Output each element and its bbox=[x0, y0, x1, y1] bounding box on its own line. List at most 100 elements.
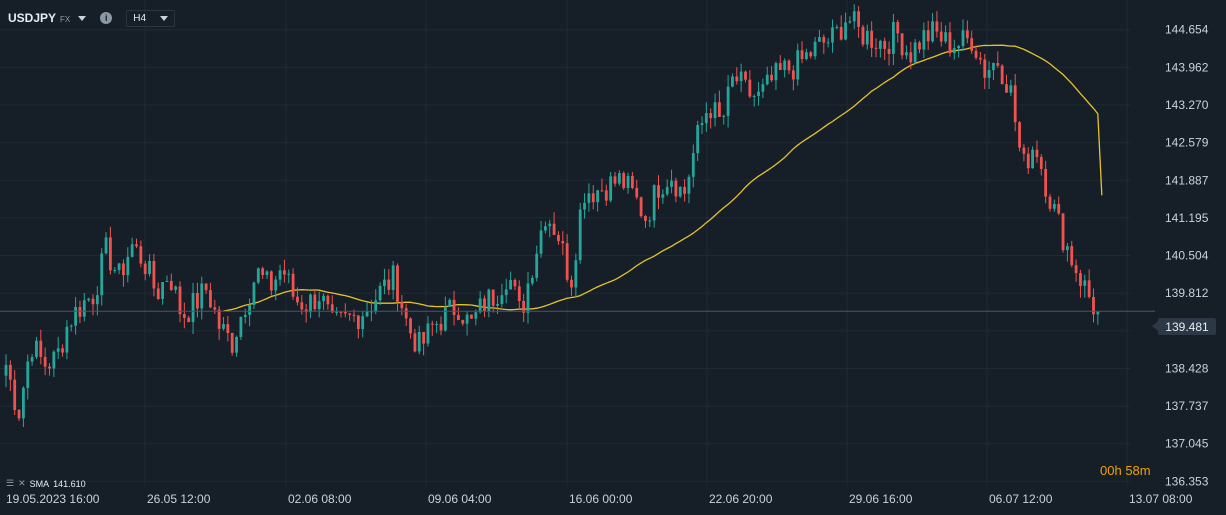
candle-body bbox=[30, 357, 34, 362]
candle-body bbox=[470, 314, 473, 319]
x-tick-label: 13.07 08:00 bbox=[1129, 492, 1193, 506]
candle-body bbox=[100, 253, 104, 296]
candle-body bbox=[535, 253, 539, 278]
candle-body bbox=[378, 285, 382, 301]
candle-body bbox=[813, 41, 817, 57]
symbol-selector[interactable]: USDJPY FX bbox=[8, 11, 70, 25]
candle-body bbox=[574, 260, 578, 288]
candle-body bbox=[844, 22, 847, 40]
y-tick-label: 137.737 bbox=[1165, 399, 1209, 413]
candle-body bbox=[1018, 122, 1021, 148]
candle-body bbox=[465, 314, 469, 324]
candle-body bbox=[448, 299, 452, 307]
candle-body bbox=[430, 323, 434, 325]
candle-body bbox=[522, 300, 526, 313]
candle-body bbox=[674, 180, 678, 197]
info-icon[interactable]: i bbox=[100, 12, 113, 24]
candle-body bbox=[683, 186, 686, 194]
x-tick-label: 06.07 12:00 bbox=[989, 492, 1053, 506]
candle-body bbox=[657, 185, 660, 198]
candle-body bbox=[361, 316, 365, 330]
candle-body bbox=[217, 309, 221, 329]
candle-body bbox=[600, 190, 604, 192]
candle-body bbox=[269, 271, 273, 291]
timeframe-selector[interactable]: H4 bbox=[126, 9, 176, 27]
y-tick-label: 139.812 bbox=[1165, 286, 1209, 300]
candle-body bbox=[139, 246, 143, 264]
candle-body bbox=[291, 273, 295, 297]
candle-body bbox=[557, 234, 560, 242]
candle-body bbox=[496, 304, 499, 306]
candle-body bbox=[1066, 246, 1069, 251]
candle-body bbox=[948, 32, 952, 54]
candle-body bbox=[839, 27, 843, 40]
candle-body bbox=[752, 95, 756, 97]
candle-body bbox=[926, 30, 930, 42]
candle-body bbox=[204, 283, 208, 291]
candle-body bbox=[1087, 280, 1091, 297]
candle-body bbox=[892, 22, 895, 54]
candle-body bbox=[678, 186, 682, 197]
y-tick-label: 141.195 bbox=[1165, 211, 1209, 225]
candle-body bbox=[696, 125, 700, 154]
candle-body bbox=[791, 70, 795, 80]
candle-body bbox=[583, 202, 586, 210]
candle-body bbox=[156, 288, 160, 299]
candle-body bbox=[365, 311, 369, 317]
candle-body bbox=[370, 311, 373, 313]
candle-body bbox=[691, 153, 695, 177]
candle-body bbox=[274, 279, 278, 291]
candle-body bbox=[35, 340, 38, 358]
candle-body bbox=[443, 306, 447, 331]
candlestick-series bbox=[4, 4, 1100, 428]
candle-body bbox=[4, 364, 8, 376]
x-tick-label: 16.06 00:00 bbox=[569, 492, 633, 506]
candle-body bbox=[765, 74, 769, 85]
y-tick-label: 136.353 bbox=[1165, 474, 1209, 488]
x-tick-label: 29.06 16:00 bbox=[849, 492, 913, 506]
candle-body bbox=[944, 32, 947, 42]
candle-body bbox=[82, 300, 86, 317]
candle-body bbox=[952, 48, 956, 54]
x-tick-label: 26.05 12:00 bbox=[147, 492, 211, 506]
chevron-down-icon[interactable] bbox=[78, 15, 87, 21]
candle-body bbox=[457, 315, 460, 320]
x-tick-label: 22.06 20:00 bbox=[709, 492, 773, 506]
y-tick-label: 137.045 bbox=[1165, 437, 1209, 451]
candle-body bbox=[313, 294, 317, 310]
close-icon[interactable]: ✕ bbox=[18, 478, 26, 488]
candle-body bbox=[826, 42, 830, 44]
candle-body bbox=[822, 37, 826, 43]
candle-body bbox=[178, 286, 182, 315]
candle-body bbox=[330, 304, 334, 313]
candle-body bbox=[1061, 213, 1065, 251]
candle-body bbox=[404, 308, 408, 319]
candle-body bbox=[413, 333, 417, 352]
candle-body bbox=[161, 282, 164, 299]
current-price-label: 139.481 bbox=[1152, 318, 1216, 335]
candle-body bbox=[626, 175, 630, 188]
candle-body bbox=[722, 115, 726, 117]
candle-body bbox=[252, 282, 256, 305]
candle-body bbox=[65, 326, 69, 353]
candle-body bbox=[552, 223, 556, 235]
candle-body bbox=[731, 76, 734, 87]
candle-body bbox=[961, 30, 965, 47]
candle-body bbox=[726, 86, 730, 116]
candle-body bbox=[909, 52, 913, 63]
candle-body bbox=[287, 273, 291, 275]
candle-body bbox=[182, 314, 186, 318]
candle-body bbox=[970, 38, 974, 51]
candle-body bbox=[761, 84, 765, 92]
candle-body bbox=[700, 123, 704, 126]
list-icon[interactable]: ☰ bbox=[6, 478, 15, 488]
candle-body bbox=[48, 366, 51, 369]
candle-body bbox=[1070, 246, 1074, 266]
candle-body bbox=[744, 71, 747, 80]
candle-body bbox=[587, 193, 591, 203]
candle-body bbox=[230, 332, 234, 353]
candle-body bbox=[918, 42, 921, 50]
candle-body bbox=[987, 70, 991, 78]
candle-body bbox=[352, 314, 356, 316]
